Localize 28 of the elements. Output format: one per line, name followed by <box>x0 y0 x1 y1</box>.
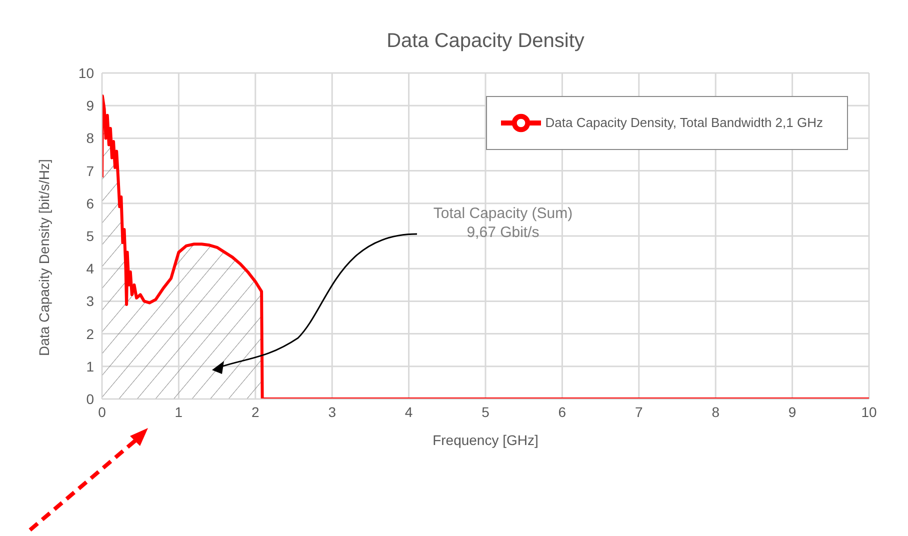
annotation: 9,67 Gbit/s <box>466 223 540 242</box>
x-tick-label: 3 <box>328 404 336 420</box>
x-tick-label: 10 <box>861 404 877 420</box>
x-tick-label: 7 <box>635 404 643 420</box>
x-tick-label: 9 <box>788 404 796 420</box>
y-axis-title: Data Capacity Density [bit/s/Hz] <box>36 159 52 356</box>
y-tick-label: 5 <box>86 228 94 244</box>
x-tick-label: 6 <box>558 404 566 420</box>
x-tick-label: 5 <box>482 404 490 420</box>
y-tick-label: 3 <box>86 293 94 310</box>
y-tick-label: 1 <box>86 358 94 374</box>
y-tick-label: 10 <box>78 64 94 81</box>
x-axis-title: Frequency [GHz] <box>432 432 538 448</box>
y-tick-label: 0 <box>86 390 94 407</box>
y-tick-label: 4 <box>86 260 94 277</box>
y-tick-label: 2 <box>86 326 94 342</box>
x-tick-label: 8 <box>712 404 720 420</box>
y-tick-label: 7 <box>86 162 94 179</box>
y-tick-label: 8 <box>86 130 94 146</box>
chart-title: Data Capacity Density <box>386 30 586 53</box>
x-tick-label: 0 <box>98 404 106 420</box>
y-tick-label: 9 <box>86 98 94 114</box>
legend-label: Data Capacity Density, Total Bandwidth 2,1 GHz <box>545 115 823 130</box>
y-tick-label: 6 <box>86 195 94 212</box>
annotation: Total Capacity (Sum) <box>432 204 574 223</box>
x-tick-label: 2 <box>252 404 260 420</box>
x-tick-label: 4 <box>404 404 413 420</box>
x-tick-label: 1 <box>174 404 183 420</box>
